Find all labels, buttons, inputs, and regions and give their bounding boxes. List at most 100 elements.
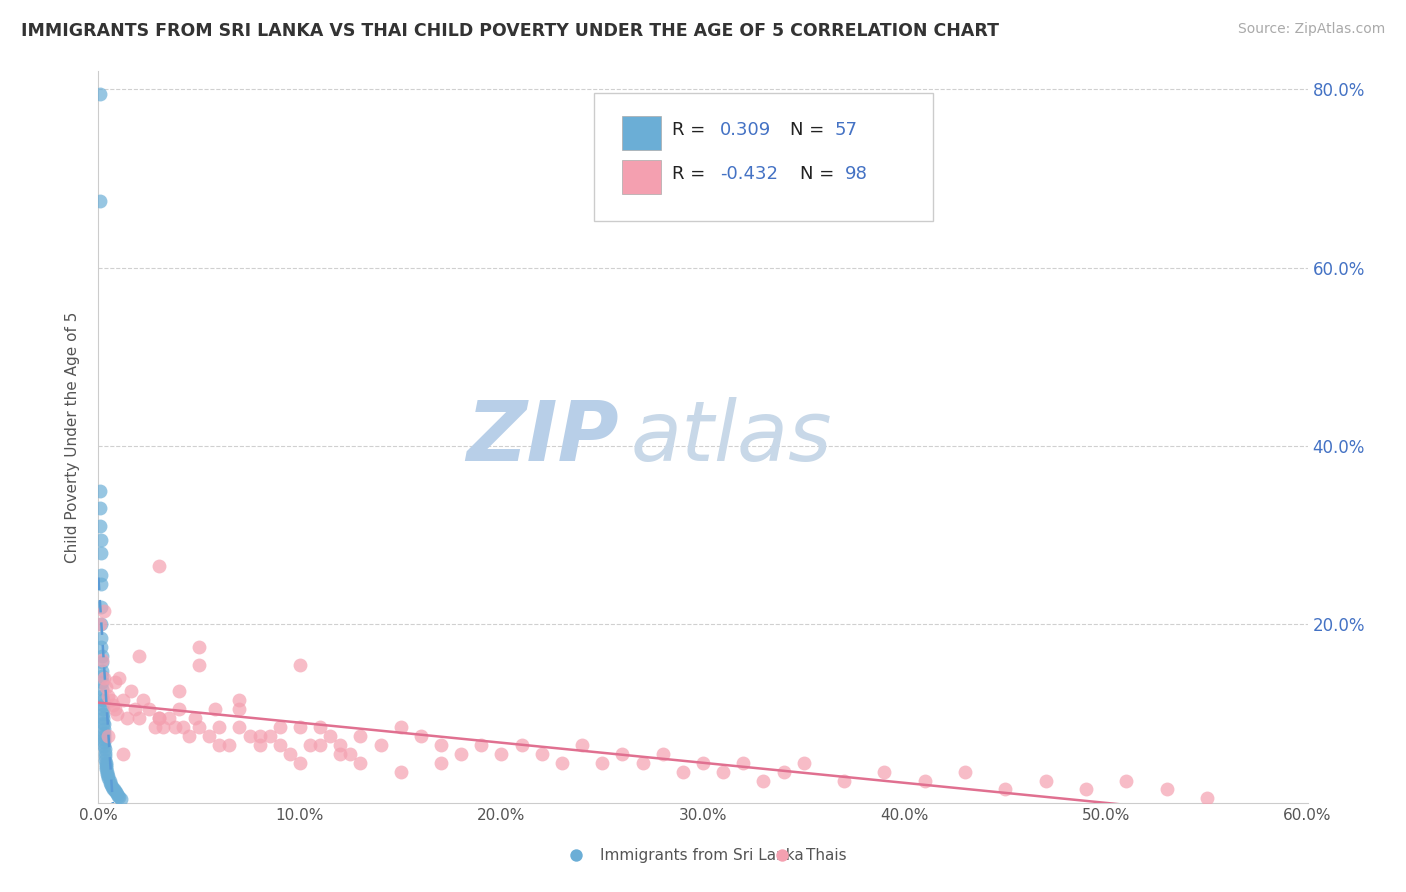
Point (148, 711, 170, 725)
Point (94, 756, 117, 770)
Point (953, 764, 976, 779)
Point (93, 711, 115, 725)
Point (430, 756, 453, 770)
Point (198, 729, 221, 743)
Point (89, 501, 111, 516)
Point (288, 756, 311, 770)
Point (103, 702, 125, 716)
Point (491, 747, 513, 761)
Point (94, 749, 117, 764)
FancyBboxPatch shape (595, 94, 932, 221)
Point (672, 764, 695, 779)
Point (409, 729, 432, 743)
Point (172, 720, 194, 734)
Point (1156, 782, 1178, 797)
Point (510, 738, 533, 752)
Point (148, 711, 170, 725)
Point (883, 860, 905, 874)
Point (530, 747, 553, 761)
Point (249, 729, 271, 743)
Text: Thais: Thais (806, 848, 846, 863)
Point (152, 720, 174, 734)
Point (90, 568, 112, 582)
Point (188, 640, 211, 654)
Point (239, 729, 262, 743)
Text: IMMIGRANTS FROM SRI LANKA VS THAI CHILD POVERTY UNDER THE AGE OF 5 CORRELATION C: IMMIGRANTS FROM SRI LANKA VS THAI CHILD … (21, 22, 1000, 40)
Point (128, 648, 150, 663)
Point (89, 87, 111, 101)
Point (107, 790, 129, 805)
Point (329, 738, 352, 752)
Point (93, 739, 115, 753)
Point (389, 720, 412, 734)
Point (94, 746, 117, 760)
Point (470, 738, 492, 752)
Point (91, 702, 114, 716)
Point (228, 702, 250, 716)
Point (752, 773, 775, 788)
Point (128, 711, 150, 725)
Point (1115, 773, 1137, 788)
Point (96, 760, 118, 774)
Text: 0.309: 0.309 (720, 121, 770, 139)
Point (91, 681, 114, 696)
Point (90, 533, 112, 547)
Point (269, 720, 291, 734)
Point (91, 698, 114, 712)
Point (299, 738, 322, 752)
Point (138, 702, 160, 716)
Point (100, 778, 122, 792)
Point (228, 693, 250, 707)
Point (96, 762, 118, 776)
Point (349, 729, 371, 743)
Point (93, 706, 115, 721)
Point (90, 546, 112, 560)
Point (94, 758, 117, 772)
Point (103, 675, 125, 690)
Point (103, 784, 125, 798)
Point (124, 702, 146, 716)
Point (132, 693, 155, 707)
Text: R =: R = (672, 165, 710, 183)
Point (204, 702, 226, 716)
Point (148, 559, 170, 574)
Point (319, 729, 342, 743)
Point (107, 789, 129, 803)
Point (370, 738, 392, 752)
Point (96, 764, 118, 779)
Text: N =: N = (790, 121, 830, 139)
Point (278, 747, 301, 761)
Point (115, 711, 138, 725)
Point (98, 773, 121, 788)
Point (93, 717, 115, 731)
Point (89, 519, 111, 533)
Point (208, 738, 231, 752)
Point (89, 194, 111, 208)
Point (329, 747, 352, 761)
Point (218, 738, 240, 752)
Point (91, 689, 114, 703)
Point (93, 731, 115, 746)
Point (571, 738, 593, 752)
Point (914, 773, 936, 788)
Point (450, 747, 472, 761)
Point (97, 729, 120, 743)
Point (105, 706, 128, 721)
Text: Immigrants from Sri Lanka: Immigrants from Sri Lanka (600, 848, 804, 863)
Point (389, 764, 412, 779)
Point (93, 729, 115, 743)
Point (90, 599, 112, 614)
Point (157, 711, 180, 725)
Point (249, 738, 271, 752)
Point (143, 720, 166, 734)
Point (692, 756, 714, 770)
Point (188, 720, 211, 734)
Point (430, 738, 453, 752)
Point (1195, 791, 1218, 805)
Point (96, 767, 118, 781)
Point (208, 720, 231, 734)
Point (97, 769, 120, 783)
Point (98, 776, 121, 790)
Point (551, 756, 574, 770)
Text: 98: 98 (845, 165, 868, 183)
